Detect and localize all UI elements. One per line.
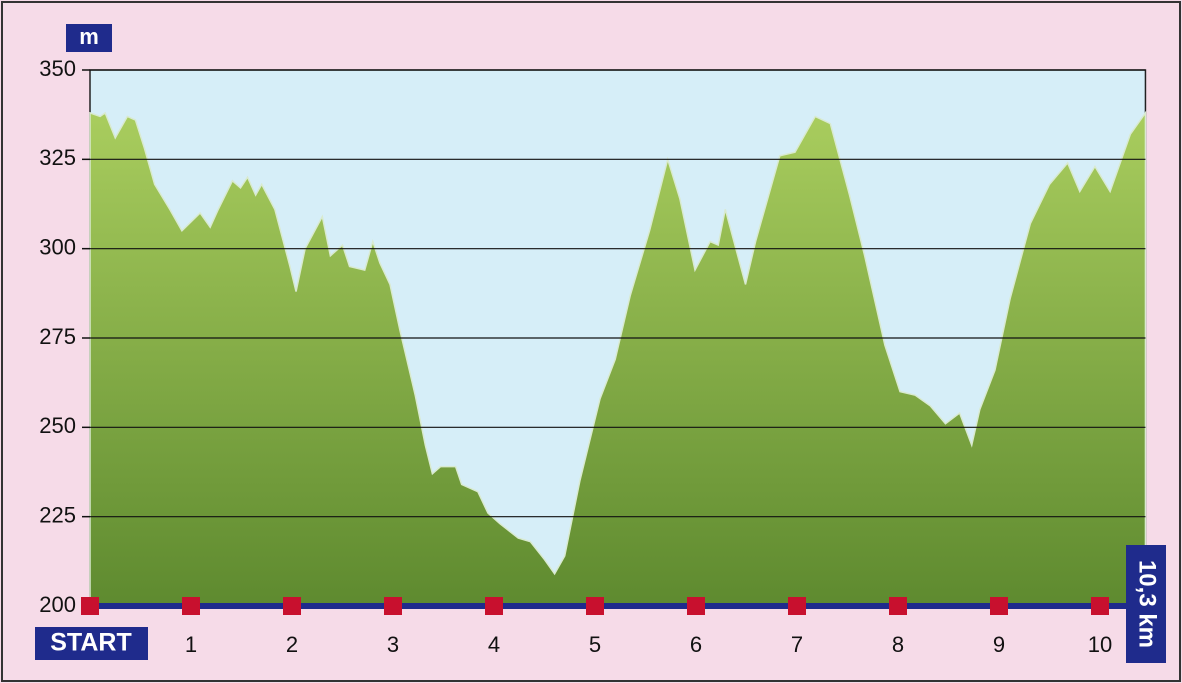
x-tick-label: 2 bbox=[286, 632, 298, 657]
x-tick-label: 9 bbox=[993, 632, 1005, 657]
km-marker bbox=[283, 597, 301, 615]
x-tick-label: 10 bbox=[1088, 632, 1112, 657]
distance-label: 10,3 km bbox=[1134, 560, 1161, 648]
y-tick-label: 300 bbox=[39, 234, 76, 259]
x-tick-label: 3 bbox=[387, 632, 399, 657]
distance-box bbox=[1126, 545, 1166, 663]
start-box bbox=[35, 627, 148, 660]
km-marker bbox=[1091, 597, 1109, 615]
km-marker bbox=[586, 597, 604, 615]
y-tick-label: 325 bbox=[39, 145, 76, 170]
km-marker bbox=[889, 597, 907, 615]
km-marker bbox=[384, 597, 402, 615]
unit-box bbox=[66, 24, 112, 52]
y-tick-label: 275 bbox=[39, 324, 76, 349]
x-tick-label: 6 bbox=[690, 632, 702, 657]
km-marker bbox=[485, 597, 503, 615]
y-unit: m bbox=[79, 24, 99, 49]
x-tick-label: START bbox=[50, 629, 131, 657]
km-marker bbox=[687, 597, 705, 615]
km-marker bbox=[788, 597, 806, 615]
km-marker bbox=[182, 597, 200, 615]
x-tick-label: 5 bbox=[589, 632, 601, 657]
x-tick-label: 1 bbox=[185, 632, 197, 657]
elevation-area bbox=[89, 110, 1147, 607]
x-tick-label: 8 bbox=[892, 632, 904, 657]
km-marker bbox=[990, 597, 1008, 615]
x-tick-label: 7 bbox=[791, 632, 803, 657]
y-tick-label: 350 bbox=[39, 56, 76, 81]
x-tick-label: 4 bbox=[488, 632, 500, 657]
km-marker bbox=[81, 597, 99, 615]
y-tick-label: 250 bbox=[39, 413, 76, 438]
y-tick-label: 225 bbox=[39, 502, 76, 527]
y-tick-label: 200 bbox=[39, 592, 76, 617]
